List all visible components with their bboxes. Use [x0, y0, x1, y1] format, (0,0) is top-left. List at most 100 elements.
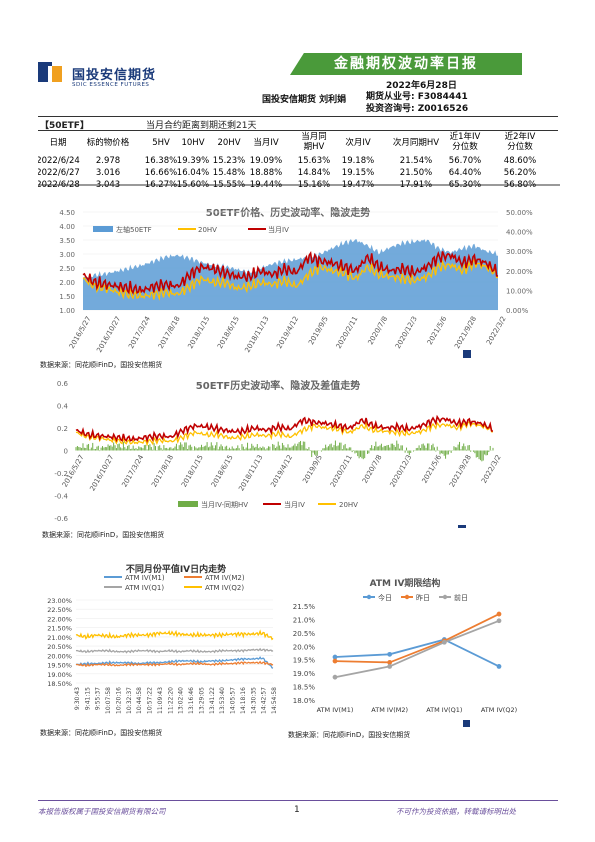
chart3-y-tick: 20.50%	[47, 643, 72, 651]
intraday-atm-iv-chart: 不同月份平值IV日内走势 23.00%22.50%22.00% 21.50%21.0…	[47, 563, 278, 714]
chart2-x-tick: 2017/3/24	[120, 453, 145, 489]
chart3-x-tick: 10:57:22	[147, 687, 154, 714]
chart1-y-right-tick: 10.00%	[506, 287, 533, 295]
table-header-cell: 分位数	[452, 141, 478, 152]
table-cell: 2.978	[96, 156, 120, 166]
chart1-x-tick: 2018/1/15	[186, 315, 211, 350]
chart3-x-tick: 9:30:43	[74, 687, 81, 710]
chart1-x-tick: 2019/9/5	[307, 315, 330, 346]
chart3-legend-label: ATM IV(M1)	[125, 574, 165, 582]
table-header-cell: 当月IV	[253, 137, 279, 148]
chart1-x-tick: 2018/11/13	[243, 315, 270, 354]
chart4-y-tick: 21.5%	[293, 603, 316, 611]
vol-spread-chart: 50ETF历史波动率、隐波及差值走势 0.6 0.4 0.2 0 -0.2 -0.4 -0.6…	[54, 379, 503, 528]
chart3-x-tick: 9:55:37	[95, 687, 102, 710]
table-cell: 15.55%	[213, 180, 245, 187]
chart2-x-tick: 2019/4/12	[269, 454, 294, 489]
chart4-legend-marker	[442, 594, 448, 600]
footer-disclaimer: 不可作为投资依据，转载请标明出处	[396, 807, 516, 816]
company-name-en: SDIC ESSENCE FUTURES	[72, 82, 150, 88]
table-cell: 17.91%	[400, 180, 432, 187]
table-cell: 3.043	[96, 180, 120, 187]
chart4-x-tick: ATM IV(M2)	[371, 706, 408, 714]
chart3-title: 不同月份平值IV日内走势	[126, 563, 226, 575]
chart2-y-tick: -0.6	[54, 515, 68, 523]
chart3-series-line	[75, 629, 274, 641]
table-cell: 19.18%	[342, 156, 374, 166]
chart4-legend-label: 昨日	[416, 593, 430, 602]
chart3-y-tick: 18.50%	[47, 680, 72, 688]
chart2-series-20hv-line	[75, 420, 494, 447]
chart3-x-tick: 10:07:58	[105, 687, 112, 714]
license-number: 期货从业号: F3084441	[366, 92, 468, 102]
chart3-y-tick: 21.00%	[47, 634, 72, 642]
chart3-x-tick: 11:22:20	[167, 687, 174, 714]
table-cell: 48.60%	[504, 156, 536, 166]
chart3-x-tick: 14:42:57	[261, 687, 268, 714]
chart1-y-right-tick: 30.00%	[506, 248, 533, 256]
underlying-tag: 【50ETF】	[40, 121, 89, 131]
chart4-data-point	[496, 664, 502, 669]
chart3-x-tick: 10:32:37	[126, 687, 133, 714]
table-cell: 16.66%	[145, 168, 177, 178]
chart4-series-line	[334, 638, 500, 668]
chart1-y-left-tick: 2.50	[59, 265, 75, 273]
chart3-x-tick: 14:54:58	[271, 687, 278, 714]
table-cell: 56.70%	[449, 156, 481, 166]
chart1-x-tick: 2020/2/11	[335, 315, 360, 350]
table-cell: 19.39%	[177, 156, 209, 166]
chart2-x-tick: 2020/2/11	[329, 454, 354, 489]
chart4-series-line	[334, 619, 500, 679]
chart3-x-tick: 11:09:43	[157, 687, 164, 714]
chart1-y-left-tick: 2.00	[59, 279, 75, 287]
chart4-y-tick: 20.0%	[293, 643, 316, 651]
chart1-series-20hv-line	[82, 257, 498, 301]
chart3-source: 数据来源：同花顺iFinD，国投安信期货	[40, 729, 163, 737]
etf-price-vol-chart: 50ETF价格、历史波动率、隐波走势 4.50 4.00 3.50 3.00 2.50 2.…	[59, 206, 533, 358]
chart2-x-tick: 2018/1/15	[180, 454, 205, 489]
table-header-cell: 标的物价格	[87, 137, 130, 148]
chart1-y-right-tick: 0.00%	[506, 307, 529, 315]
chart4-data-point	[332, 658, 338, 664]
chart1-y-left-tick: 3.00	[59, 251, 75, 259]
chart3-x-tick: 10:44:58	[136, 687, 143, 714]
chart3-x-tick: 14:18:16	[240, 687, 247, 714]
table-cell: 18.88%	[250, 168, 282, 178]
chart3-y-tick: 20.00%	[47, 652, 72, 660]
table-cell: 56.20%	[504, 168, 536, 178]
table-cell: 2022/6/24	[38, 156, 80, 166]
chart3-y-tick: 23.00%	[47, 597, 72, 605]
chart4-x-tick: ATM IV(Q2)	[481, 706, 517, 714]
chart1-legend-iv: 当月IV	[268, 225, 289, 234]
chart3-x-tick: 13:41:22	[209, 687, 216, 714]
chart4-source: 数据来源：同花顺iFinD，国投安信期货	[288, 731, 411, 739]
chart1-x-tick: 2019/4/12	[275, 315, 300, 350]
chart1-y-left-tick: 3.50	[59, 237, 75, 245]
chart1-legend-etf: 左轴50ETF	[116, 225, 152, 234]
table-cell: 16.27%	[145, 180, 177, 187]
chart2-y-tick: 0.6	[57, 380, 69, 388]
chart4-data-point	[387, 660, 393, 665]
chart4-y-tick: 18.5%	[293, 684, 316, 692]
chart3-x-tick: 13:29:05	[198, 687, 205, 714]
expiry-note: 当月合约距离到期还剩21天	[146, 121, 257, 131]
table-cell: 16.38%	[145, 156, 177, 166]
chart3-legend-label: ATM IV(M2)	[205, 574, 245, 582]
chart3-y-tick: 21.50%	[47, 625, 72, 633]
table-cell: 21.54%	[400, 156, 432, 166]
chart2-y-tick: -0.4	[54, 493, 68, 501]
table-header-rule	[38, 130, 558, 131]
chart1-x-tick: 2016/10/27	[95, 315, 122, 354]
chart3-series-line	[75, 660, 274, 668]
chart4-y-tick: 19.0%	[293, 670, 316, 678]
chart4-legend-label: 前日	[454, 593, 468, 602]
chart2-x-tick: 2016/10/27	[88, 454, 115, 493]
table-cell: 21.50%	[400, 168, 432, 178]
chart4-y-tick: 20.5%	[293, 630, 316, 638]
chart2-x-tick: 2017/8/18	[150, 454, 175, 489]
table-cell: 19.47%	[342, 180, 374, 187]
chart4-watermark-logo-icon	[463, 720, 470, 727]
chart4-legend-label: 今日	[378, 593, 392, 602]
consult-number: 投资咨询号: Z0016526	[366, 104, 469, 114]
chart3-y-tick: 22.00%	[47, 615, 72, 623]
